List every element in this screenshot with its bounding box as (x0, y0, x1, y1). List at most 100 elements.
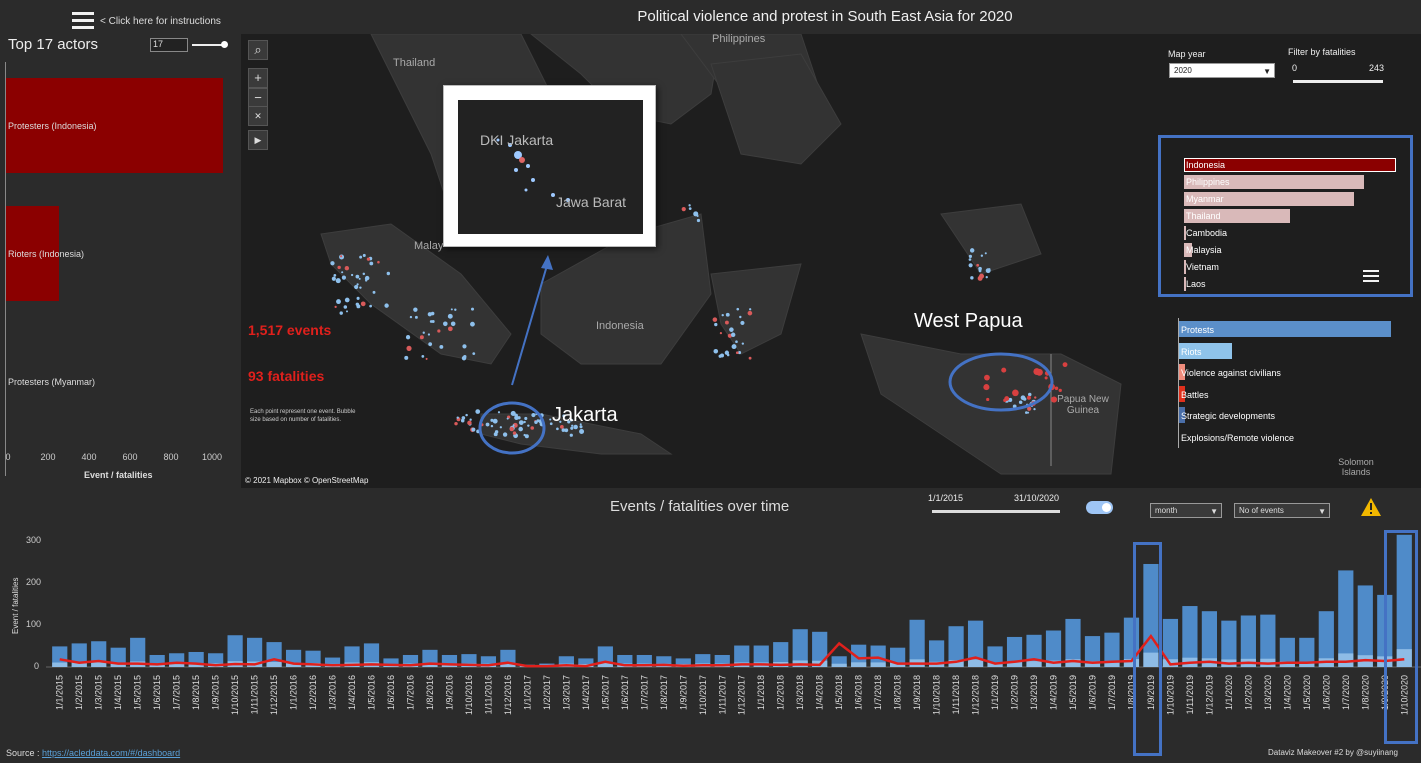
event-point (359, 286, 362, 289)
fatalities-slider[interactable] (1293, 80, 1383, 83)
event-point (720, 353, 725, 358)
event-type-bar[interactable] (1179, 364, 1186, 381)
timeline-bar-riots (1279, 661, 1295, 667)
event-point (492, 418, 498, 424)
timeline-x-tick: 1/4/2015 (113, 675, 123, 710)
event-point (1035, 368, 1043, 376)
actor-bar[interactable] (6, 78, 223, 173)
zoom-in-button[interactable]: + (248, 68, 268, 88)
timeline-bar-riots (422, 662, 438, 667)
timeline-chart[interactable]: 1/1/2015 1/2/2015 1/3/2015 1/4/2015 1/5/2015… (46, 524, 1421, 744)
timeline-x-tick: 1/4/2018 (815, 675, 825, 710)
timeline-bar-riots (266, 662, 282, 667)
country-label: Indonesia (1186, 160, 1226, 170)
timeline-x-tick: 1/12/2018 (971, 675, 981, 715)
event-point (414, 315, 418, 319)
timeline-x-tick: 1/5/2017 (600, 675, 610, 710)
timeline-x-tick: 1/7/2019 (1107, 675, 1117, 710)
event-point (735, 340, 738, 344)
country-bar[interactable] (1184, 192, 1354, 206)
timeline-bar-riots (597, 662, 613, 667)
measure-select[interactable]: No of events ▼ (1234, 503, 1330, 518)
event-point (560, 424, 564, 429)
actor-label: Protesters (Myanmar) (8, 377, 96, 387)
event-type-label: Battles (1181, 389, 1209, 400)
event-point (579, 423, 582, 426)
warning-icon[interactable] (1360, 497, 1382, 517)
event-point (369, 304, 372, 308)
pan-button[interactable]: ▶ (248, 130, 268, 150)
timeline-x-tick: 1/2/2018 (776, 675, 786, 710)
timeline-x-tick: 1/8/2015 (191, 675, 201, 710)
event-type-bar[interactable] (1179, 385, 1186, 402)
country-bar[interactable] (1184, 175, 1365, 189)
x-tick: 200 (40, 452, 56, 462)
country-label: Cambodia (1186, 228, 1228, 238)
timeline-bar-riots (1084, 661, 1101, 667)
actor-bar[interactable] (6, 206, 59, 301)
country-bar[interactable] (1184, 260, 1187, 274)
event-point (372, 290, 376, 294)
event-type-bar[interactable] (1179, 321, 1391, 337)
jakarta-inset: DKI Jakarta Jawa Barat (443, 85, 656, 247)
granularity-select[interactable]: month ▼ (1150, 503, 1222, 518)
event-point (984, 252, 987, 255)
event-point (569, 433, 573, 437)
timeline-x-tick: 1/8/2020 (1360, 675, 1370, 710)
country-menu-icon[interactable] (1363, 270, 1379, 284)
event-point (978, 266, 982, 271)
timeline-x-tick: 1/5/2016 (367, 675, 377, 710)
event-type-bar[interactable] (1179, 407, 1186, 424)
toggle-switch[interactable] (1086, 501, 1113, 514)
country-bar[interactable] (1184, 158, 1396, 172)
timeline-bar (247, 637, 263, 667)
map-note: Each point represent one event. Bubble s… (250, 409, 356, 423)
instructions-link[interactable]: < Click here for instructions (100, 16, 221, 27)
event-point (475, 409, 481, 414)
menu-icon[interactable] (72, 12, 94, 32)
timeline-bar (792, 629, 808, 667)
timeline-x-tick: 1/11/2016 (483, 675, 493, 714)
country-bar[interactable] (1184, 243, 1193, 257)
reset-map-button[interactable]: ✕ (248, 106, 268, 126)
timeline-bar (1045, 630, 1062, 667)
event-point (502, 432, 508, 437)
map-search-button[interactable]: ⌕ (248, 40, 268, 60)
event-point (1033, 407, 1036, 411)
event-point (1001, 367, 1007, 373)
event-point (344, 297, 350, 303)
country-bar[interactable] (1184, 277, 1186, 291)
actors-count-slider[interactable] (192, 41, 228, 48)
event-point (343, 305, 348, 309)
event-point (427, 312, 432, 317)
country-label: Myanmar (1186, 194, 1224, 204)
country-bar[interactable] (1184, 209, 1290, 223)
timeline-x-tick: 1/10/2017 (698, 675, 708, 715)
event-point (334, 305, 337, 308)
event-point (356, 296, 360, 300)
timeline-bar-riots (91, 661, 107, 667)
byline: Dataviz Makeover #2 by @suyiinang (1268, 748, 1398, 757)
event-point (365, 279, 368, 282)
event-point (341, 275, 347, 280)
date-range-slider[interactable] (932, 510, 1060, 513)
country-bar[interactable] (1184, 226, 1187, 240)
event-type-bar[interactable] (1179, 342, 1232, 359)
granularity-value: month (1155, 506, 1178, 515)
measure-value: No of events (1239, 506, 1284, 515)
timeline-bar-riots (870, 662, 886, 667)
event-point (688, 204, 691, 207)
timeline-bar (558, 656, 574, 667)
inset-map: DKI Jakarta Jawa Barat (458, 100, 643, 234)
event-point (688, 207, 692, 210)
timeline-x-tick: 1/9/2015 (211, 675, 221, 710)
event-point (362, 272, 366, 276)
event-point (1008, 397, 1013, 402)
timeline-x-tick: 1/11/2018 (951, 675, 961, 714)
event-point (1026, 411, 1030, 414)
source-link[interactable]: https://acleddata.com/#/dashboard (42, 748, 181, 758)
actors-count-input[interactable]: 17 (150, 38, 188, 52)
timeline-x-tick: 1/3/2017 (561, 675, 571, 710)
map-year-select[interactable]: 2020 ▼ (1169, 63, 1275, 78)
timeline-bar (480, 656, 497, 667)
